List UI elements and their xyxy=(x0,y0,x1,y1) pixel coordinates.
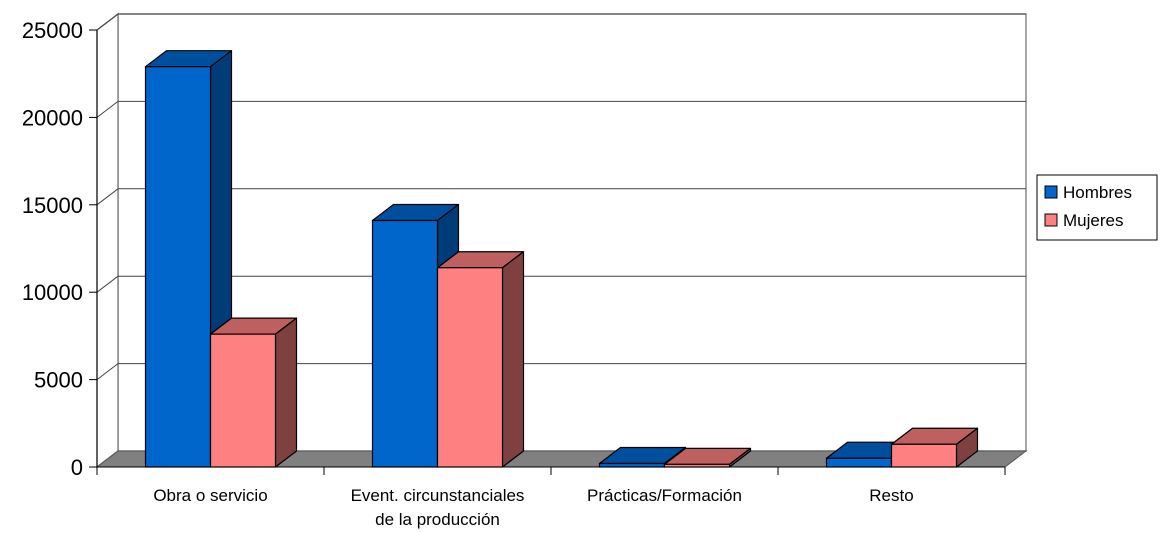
legend-swatch-mujeres xyxy=(1044,213,1058,227)
bar-side-face xyxy=(274,317,298,468)
gridline-depth xyxy=(96,188,119,206)
legend-label-mujeres: Mujeres xyxy=(1063,211,1123,230)
bar-front-face xyxy=(209,333,277,468)
bar-front-face xyxy=(598,462,666,468)
y-tick-label: 15000 xyxy=(22,193,83,218)
bar-mujeres-3 xyxy=(890,427,979,468)
legend-label-hombres: Hombres xyxy=(1063,183,1132,202)
x-category-label: Obra o servicio xyxy=(153,486,267,505)
bars xyxy=(144,50,979,468)
side-wall xyxy=(96,12,119,469)
y-axis-tick-labels: 0 5000 10000 15000 20000 25000 xyxy=(22,18,83,480)
bar-side-face xyxy=(501,251,525,468)
bar-front-face xyxy=(436,267,504,468)
bar-front-face xyxy=(144,66,212,468)
axes xyxy=(89,29,1006,475)
legend: Hombres Mujeres xyxy=(1036,174,1158,241)
bar-mujeres-2 xyxy=(663,447,752,468)
bar-front-face xyxy=(825,457,893,468)
bar-front-face xyxy=(890,443,958,468)
bar-mujeres-1 xyxy=(436,251,525,468)
bar-mujeres-0 xyxy=(209,317,298,468)
y-tick-label: 0 xyxy=(71,455,83,480)
gridline-depth xyxy=(96,275,119,293)
gridline-depth xyxy=(96,101,119,118)
x-category-label: Event. circunstanciales de la producción xyxy=(351,486,525,529)
gridlines xyxy=(96,13,1026,380)
x-axis-category-labels: Obra o servicio Event. circunstanciales de… xyxy=(153,486,913,529)
y-tick-label: 5000 xyxy=(34,368,83,393)
x-category-label: Prácticas/Formación xyxy=(587,486,742,505)
gridline-depth xyxy=(96,13,119,31)
y-tick-label: 10000 xyxy=(22,280,83,305)
gridline-depth xyxy=(96,363,119,380)
legend-swatch-hombres xyxy=(1044,185,1058,199)
x-category-label: Resto xyxy=(869,486,913,505)
y-tick-label: 20000 xyxy=(22,105,83,130)
bar-front-face xyxy=(371,219,439,468)
y-tick-label: 25000 xyxy=(22,18,83,43)
